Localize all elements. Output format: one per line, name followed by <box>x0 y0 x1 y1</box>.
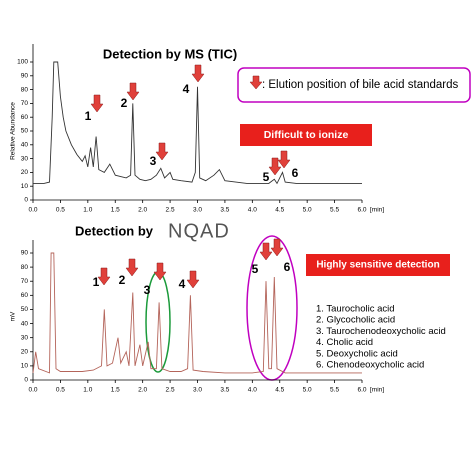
trace <box>33 61 362 185</box>
compound: 1. Taurocholic acid <box>316 304 395 315</box>
y-tick-label: 100 <box>17 59 28 66</box>
x-tick-label: 1.5 <box>111 207 120 214</box>
x-tick-label: 3.5 <box>220 387 229 394</box>
peak-label: 1 <box>93 275 100 289</box>
x-tick-label: 2.0 <box>138 387 147 394</box>
x-tick-label: 3.5 <box>220 207 229 214</box>
peak-arrow <box>186 270 200 289</box>
y-tick-label: 70 <box>21 100 29 107</box>
peak-label: 2 <box>121 96 128 110</box>
legend-arrow <box>249 75 263 90</box>
peak-label: 3 <box>144 283 151 297</box>
trace <box>32 252 362 374</box>
peak-arrow <box>153 262 167 281</box>
peak-label: 1 <box>85 109 92 123</box>
peak-label: 6 <box>284 260 291 274</box>
peak-label: 4 <box>179 277 186 291</box>
x-tick-label: 6.0 <box>357 207 366 214</box>
callout: Highly sensitive detection <box>316 260 439 271</box>
compound: 3. Taurochenodeoxycholic acid <box>316 326 446 337</box>
y-tick-label: 60 <box>21 114 29 121</box>
y-tick-label: 0 <box>24 197 28 204</box>
y-tick-label: 20 <box>21 348 29 355</box>
peak-arrow <box>270 238 284 257</box>
x-tick-label: 2.5 <box>166 387 175 394</box>
x-tick-label: 4.0 <box>248 207 257 214</box>
title: Detection by MS (TIC) <box>103 46 237 61</box>
y-tick-label: 90 <box>21 73 29 80</box>
x-tick-label: 6.0 <box>357 387 366 394</box>
callout: Difficult to ionize <box>264 129 349 141</box>
x-tick-label: 5.5 <box>330 207 339 214</box>
title: Detection by <box>75 223 154 238</box>
x-tick-label: 4.0 <box>248 387 257 394</box>
peak-label: 6 <box>292 166 299 180</box>
x-tick-label: 5.5 <box>330 387 339 394</box>
peak-arrow <box>191 64 205 83</box>
y-tick-label: 30 <box>21 334 29 341</box>
y-axis-label: Relative Abundance <box>10 102 17 160</box>
x-tick-label: 0.0 <box>28 207 37 214</box>
legend-text: : Elution position of bile acid standard… <box>262 79 459 91</box>
x-tick-label: 4.5 <box>275 207 284 214</box>
logo: NQAD <box>168 220 230 242</box>
peak-arrow <box>126 82 140 101</box>
y-tick-label: 90 <box>21 250 29 257</box>
x-tick-label: 0.0 <box>28 387 37 394</box>
y-tick-label: 10 <box>21 363 29 370</box>
x-tick-label: 3.0 <box>193 207 202 214</box>
compound: 5. Deoxycholic acid <box>316 348 398 359</box>
y-tick-label: 80 <box>21 264 29 271</box>
y-tick-label: 20 <box>21 169 29 176</box>
compound: 2. Glycocholic acid <box>316 315 395 326</box>
x-tick-label: 1.0 <box>83 387 92 394</box>
peak-arrow <box>90 94 104 113</box>
y-tick-label: 10 <box>21 183 29 190</box>
y-tick-label: 70 <box>21 278 29 285</box>
peak-label: 2 <box>119 273 126 287</box>
peak-arrow <box>268 157 282 176</box>
peak-label: 4 <box>183 82 190 96</box>
peak-arrow <box>97 267 111 286</box>
compound: 4. Cholic acid <box>316 337 373 348</box>
x-tick-label: 3.0 <box>193 387 202 394</box>
x-tick-label: 0.5 <box>56 387 65 394</box>
x-tick-label: 4.5 <box>275 387 284 394</box>
peak-arrow <box>259 242 273 261</box>
callout-box <box>240 124 372 146</box>
x-tick-label: 5.0 <box>303 207 312 214</box>
peak-label: 5 <box>263 170 270 184</box>
y-tick-label: 80 <box>21 86 29 93</box>
x-tick-label: 2.0 <box>138 207 147 214</box>
peak-label: 5 <box>252 262 259 276</box>
y-tick-label: 60 <box>21 292 29 299</box>
x-tick-label: 0.5 <box>56 207 65 214</box>
peak-arrow <box>155 142 169 161</box>
peak-arrow <box>125 258 139 277</box>
legend-box <box>237 67 471 103</box>
y-tick-label: 40 <box>21 320 29 327</box>
y-axis-label: mV <box>10 311 17 321</box>
peak-label: 3 <box>150 154 157 168</box>
x-axis-label: [min] <box>370 387 384 394</box>
x-axis-label: [min] <box>370 207 384 214</box>
y-tick-label: 50 <box>21 306 29 313</box>
peak-arrow <box>277 150 291 169</box>
y-tick-label: 30 <box>21 155 29 162</box>
x-tick-label: 5.0 <box>303 387 312 394</box>
y-tick-label: 40 <box>21 142 29 149</box>
y-tick-label: 50 <box>21 128 29 135</box>
callout-box <box>306 254 450 276</box>
x-tick-label: 1.5 <box>111 387 120 394</box>
compound: 6. Chenodeoxycholic acid <box>316 360 424 371</box>
x-tick-label: 2.5 <box>166 207 175 214</box>
y-tick-label: 0 <box>24 377 28 384</box>
x-tick-label: 1.0 <box>83 207 92 214</box>
